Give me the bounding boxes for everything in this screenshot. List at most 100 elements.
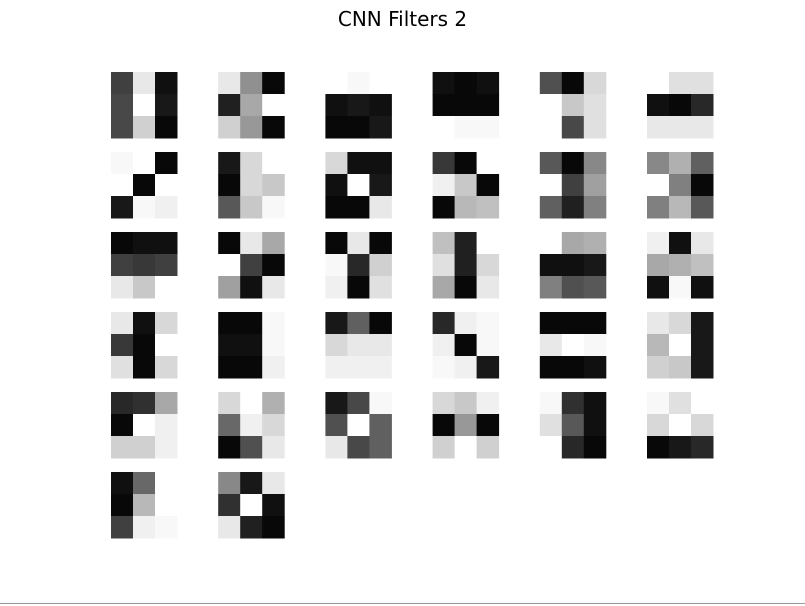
filter-7-cell-0-2 [155, 152, 178, 175]
filter-1-cell-0-2 [155, 72, 178, 95]
filter-29 [539, 392, 607, 459]
filter-26-cell-0-0 [218, 392, 241, 415]
filter-26-cell-2-0 [218, 436, 241, 459]
filter-6-cell-1-2 [691, 94, 714, 117]
filter-6-cell-1-0 [647, 94, 670, 117]
filter-30-cell-2-2 [691, 436, 714, 459]
filter-24 [647, 312, 714, 379]
filter-12-cell-2-2 [691, 196, 714, 219]
filter-6-cell-1-1 [669, 94, 692, 117]
filter-18-cell-2-0 [647, 276, 670, 299]
filter-15 [325, 232, 392, 299]
filter-14-cell-0-0 [218, 232, 241, 255]
filter-24-cell-1-0 [647, 334, 670, 357]
filter-28-cell-0-2 [476, 392, 500, 415]
filter-7-cell-0-0 [111, 152, 134, 175]
filter-28-cell-2-1 [454, 436, 478, 459]
filter-26-cell-0-1 [240, 392, 263, 415]
filter-29-cell-0-2 [583, 392, 607, 415]
filter-11-cell-0-1 [561, 152, 585, 175]
filter-3-cell-2-1 [347, 116, 370, 139]
filter-3-cell-1-1 [347, 94, 370, 117]
filter-6 [647, 72, 714, 139]
filter-25-cell-2-1 [133, 436, 156, 459]
filter-27-cell-1-0 [325, 414, 348, 437]
filter-23-cell-2-2 [583, 356, 607, 379]
filter-28-cell-2-0 [432, 436, 456, 459]
filter-31 [111, 472, 178, 539]
filter-2-cell-2-0 [218, 116, 241, 139]
filter-16-cell-1-0 [432, 254, 456, 277]
filter-31-cell-1-2 [155, 494, 178, 517]
filter-31-cell-2-2 [155, 516, 178, 539]
filter-6-cell-0-2 [691, 72, 714, 95]
filter-28 [432, 392, 500, 459]
filter-22-cell-0-2 [476, 312, 500, 335]
filter-7-cell-1-2 [155, 174, 178, 197]
filter-2-cell-0-1 [240, 72, 263, 95]
filter-14-cell-2-1 [240, 276, 263, 299]
filter-7 [111, 152, 178, 219]
filter-19-cell-1-2 [155, 334, 178, 357]
filter-13-cell-0-0 [111, 232, 134, 255]
filter-32-cell-1-2 [262, 494, 285, 517]
filter-24-cell-1-1 [669, 334, 692, 357]
filter-14 [218, 232, 285, 299]
filter-6-cell-2-1 [669, 116, 692, 139]
filter-20 [218, 312, 285, 379]
filter-6-cell-0-0 [647, 72, 670, 95]
filter-29-cell-1-2 [583, 414, 607, 437]
filter-11-cell-2-2 [583, 196, 607, 219]
filter-32-cell-1-0 [218, 494, 241, 517]
filter-1-cell-2-1 [133, 116, 156, 139]
filter-24-cell-1-2 [691, 334, 714, 357]
filter-25-cell-1-1 [133, 414, 156, 437]
filter-30-cell-0-1 [669, 392, 692, 415]
filter-20-cell-2-1 [240, 356, 263, 379]
filter-20-cell-1-2 [262, 334, 285, 357]
filter-21-cell-1-2 [369, 334, 392, 357]
filter-27-cell-2-2 [369, 436, 392, 459]
filter-8-cell-2-0 [218, 196, 241, 219]
filter-4-cell-1-2 [476, 94, 500, 117]
filter-10-cell-2-0 [432, 196, 456, 219]
filter-2 [218, 72, 285, 139]
filter-11-cell-1-1 [561, 174, 585, 197]
filter-11-cell-0-2 [583, 152, 607, 175]
filter-5-cell-0-1 [561, 72, 585, 95]
filter-31-cell-0-1 [133, 472, 156, 495]
filter-17-cell-1-0 [539, 254, 563, 277]
filter-23-cell-1-0 [539, 334, 563, 357]
filter-17 [539, 232, 607, 299]
filter-18 [647, 232, 714, 299]
filter-32-cell-0-1 [240, 472, 263, 495]
filter-14-cell-1-0 [218, 254, 241, 277]
filter-16-cell-2-2 [476, 276, 500, 299]
filter-16 [432, 232, 500, 299]
filter-18-cell-2-1 [669, 276, 692, 299]
filter-15-cell-0-0 [325, 232, 348, 255]
filter-21-cell-2-1 [347, 356, 370, 379]
filter-20-cell-2-0 [218, 356, 241, 379]
filter-18-cell-0-1 [669, 232, 692, 255]
filter-9-cell-1-0 [325, 174, 348, 197]
chart-title: CNN Filters 2 [337, 7, 468, 31]
filter-1-cell-1-1 [133, 94, 156, 117]
filter-2-cell-1-0 [218, 94, 241, 117]
filter-27-cell-2-0 [325, 436, 348, 459]
filter-13-cell-1-1 [133, 254, 156, 277]
filter-29-cell-1-1 [561, 414, 585, 437]
filter-21 [325, 312, 392, 379]
filter-23-cell-0-2 [583, 312, 607, 335]
filter-32-cell-0-0 [218, 472, 241, 495]
filter-15-cell-2-1 [347, 276, 370, 299]
filter-13-cell-0-2 [155, 232, 178, 255]
filter-21-cell-0-0 [325, 312, 348, 335]
filter-24-cell-0-1 [669, 312, 692, 335]
filter-9-cell-0-1 [347, 152, 370, 175]
filter-5-cell-1-0 [539, 94, 563, 117]
filter-1-cell-1-2 [155, 94, 178, 117]
filter-32-cell-2-0 [218, 516, 241, 539]
filter-23-cell-1-2 [583, 334, 607, 357]
